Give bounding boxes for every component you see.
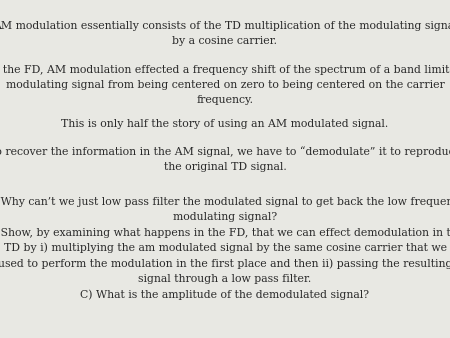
Text: A) Why can’t we just low pass filter the modulated signal to get back the low fr: A) Why can’t we just low pass filter the… — [0, 197, 450, 299]
Text: This is only half the story of using an AM modulated signal.: This is only half the story of using an … — [61, 119, 389, 129]
Text: AM modulation essentially consists of the TD multiplication of the modulating si: AM modulation essentially consists of th… — [0, 21, 450, 46]
Text: To recover the information in the AM signal, we have to “demodulate” it to repro: To recover the information in the AM sig… — [0, 146, 450, 172]
Text: In the FD, AM modulation effected a frequency shift of the spectrum of a band li: In the FD, AM modulation effected a freq… — [0, 65, 450, 105]
